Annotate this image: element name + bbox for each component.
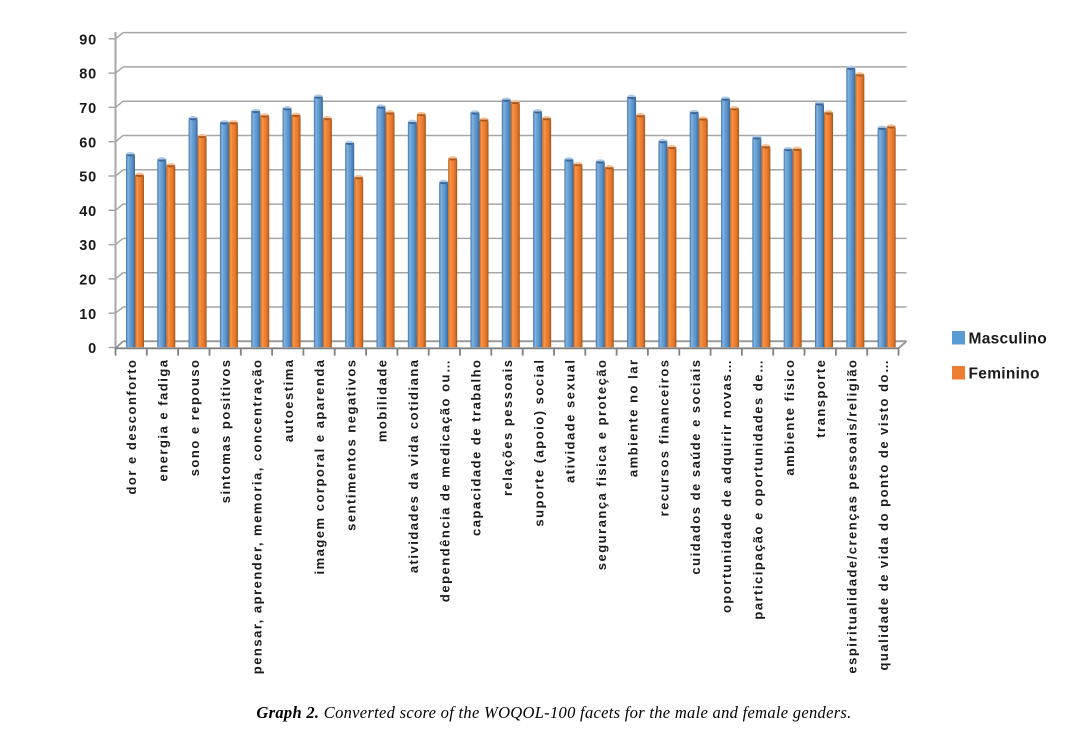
svg-text:20: 20 xyxy=(79,273,97,289)
svg-text:Feminino: Feminino xyxy=(969,366,1040,383)
svg-text:80: 80 xyxy=(79,67,97,83)
svg-text:50: 50 xyxy=(79,170,97,186)
svg-text:recursos financeiros: recursos financeiros xyxy=(657,359,672,517)
svg-text:60: 60 xyxy=(79,135,97,151)
svg-text:70: 70 xyxy=(79,101,97,117)
svg-text:ambiente no lar: ambiente no lar xyxy=(625,359,640,478)
svg-text:mobilidade: mobilidade xyxy=(375,359,390,443)
svg-text:40: 40 xyxy=(79,204,97,220)
svg-text:segurança fisica e proteção: segurança fisica e proteção xyxy=(594,359,609,571)
svg-text:dependência de medicação ou…: dependência de medicação ou… xyxy=(437,359,452,603)
svg-text:sentimentos negativos: sentimentos negativos xyxy=(343,359,358,531)
svg-text:qualidade de vida do ponto de: qualidade de vida do ponto de visto do… xyxy=(876,359,891,671)
svg-text:sintomas positivos: sintomas positivos xyxy=(218,359,233,504)
svg-text:imagem corporal e aparenda: imagem corporal e aparenda xyxy=(312,359,327,575)
svg-text:10: 10 xyxy=(79,307,97,323)
svg-text:transporte: transporte xyxy=(813,359,828,438)
svg-text:Graph 2. Converted score of th: Graph 2. Converted score of the WOQOL-10… xyxy=(256,703,851,722)
svg-text:espiritualidade/crenças pessoa: espiritualidade/crenças pessoais/religiã… xyxy=(845,359,860,674)
svg-text:dor e desconforto: dor e desconforto xyxy=(124,359,139,495)
svg-text:sono e repouso: sono e repouso xyxy=(187,359,202,477)
svg-text:pensar, aprender, memoria, con: pensar, aprender, memoria, concentração xyxy=(249,359,264,675)
svg-text:90: 90 xyxy=(79,32,97,48)
svg-text:suporte (apoio) social: suporte (apoio) social xyxy=(531,359,546,527)
svg-text:participação e oportunidades d: participação e oportunidades de… xyxy=(751,359,766,620)
svg-text:30: 30 xyxy=(79,238,97,254)
svg-text:atividades da vida cotidiana: atividades da vida cotidiana xyxy=(406,359,421,574)
svg-text:0: 0 xyxy=(88,341,97,357)
svg-text:capacidade de trabalho: capacidade de trabalho xyxy=(469,359,484,537)
svg-text:cuidados de saúde e sociais: cuidados de saúde e sociais xyxy=(688,359,703,575)
svg-text:energia e fadiga: energia e fadiga xyxy=(155,359,170,482)
svg-text:relações pessoais: relações pessoais xyxy=(500,359,515,497)
svg-text:atividade sexual: atividade sexual xyxy=(563,359,578,483)
svg-text:oportunidade de adquirir novas: oportunidade de adquirir novas… xyxy=(719,359,734,614)
svg-text:Masculino: Masculino xyxy=(969,331,1048,348)
svg-text:autoestima: autoestima xyxy=(281,359,296,443)
svg-text:ambiente fisico: ambiente fisico xyxy=(782,359,797,476)
